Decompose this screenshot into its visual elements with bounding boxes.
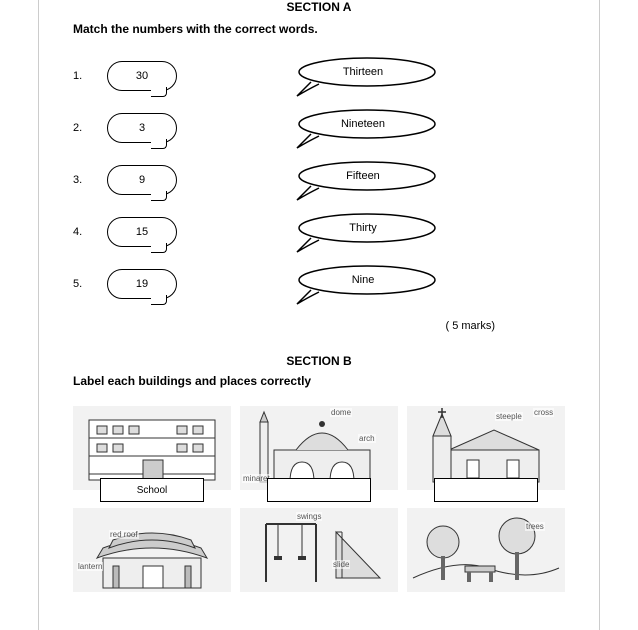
word-value: Thirteen: [293, 56, 433, 88]
match-row: 5. 19 Nine: [73, 258, 565, 310]
callout-label: dome: [330, 408, 352, 417]
word-bubble: Nineteen: [293, 108, 441, 150]
answer-box[interactable]: School: [100, 478, 204, 502]
callout-label: red roof: [109, 530, 139, 539]
callout-label: cross: [533, 408, 554, 417]
row-number: 5.: [73, 278, 97, 290]
number-bubble: 30: [107, 61, 177, 91]
buildings-grid: School dome arch minaret: [73, 406, 565, 592]
number-bubble: 19: [107, 269, 177, 299]
match-row: 1. 30 Thirteen: [73, 50, 565, 102]
bubble-tail-icon: [151, 295, 167, 305]
row-number: 1.: [73, 70, 97, 82]
answer-box[interactable]: [434, 478, 538, 502]
match-row: 2. 3 Nineteen: [73, 102, 565, 154]
callout-label: lantern: [77, 562, 103, 571]
callout-label: slide: [332, 560, 350, 569]
bubble-tail-icon: [151, 191, 167, 201]
bubble-tail-icon: [151, 243, 167, 253]
match-row: 3. 9 Fifteen: [73, 154, 565, 206]
word-value: Nine: [293, 264, 433, 296]
bubble-tail-icon: [151, 87, 167, 97]
row-number: 4.: [73, 226, 97, 238]
callout-label: steeple: [495, 412, 523, 421]
match-area: 1. 30 Thirteen 2. 3: [73, 50, 565, 310]
building-image: swings slide: [240, 508, 398, 592]
building-item: trees: [407, 508, 565, 592]
word-value: Nineteen: [293, 108, 433, 140]
temple-icon: [73, 508, 231, 592]
match-row: 4. 15 Thirty: [73, 206, 565, 258]
row-number: 3.: [73, 174, 97, 186]
callout-label: trees: [525, 522, 545, 531]
section-a-instruction: Match the numbers with the correct words…: [73, 22, 565, 36]
word-value: Thirty: [293, 212, 433, 244]
section-a-marks: ( 5 marks): [73, 320, 565, 332]
building-item: steeple cross: [407, 406, 565, 502]
building-image: red roof lantern: [73, 508, 231, 592]
building-item: swings slide: [240, 508, 398, 592]
row-number: 2.: [73, 122, 97, 134]
word-bubble: Fifteen: [293, 160, 441, 202]
section-b-instruction: Label each buildings and places correctl…: [73, 374, 565, 388]
word-bubble: Thirteen: [293, 56, 441, 98]
word-bubble: Nine: [293, 264, 441, 306]
building-image: trees: [407, 508, 565, 592]
number-bubble: 9: [107, 165, 177, 195]
number-bubble: 3: [107, 113, 177, 143]
worksheet-page: SECTION A Match the numbers with the cor…: [38, 0, 600, 630]
bubble-tail-icon: [151, 139, 167, 149]
building-item: dome arch minaret: [240, 406, 398, 502]
building-item: School: [73, 406, 231, 502]
answer-box[interactable]: [267, 478, 371, 502]
buildings-row: School dome arch minaret: [73, 406, 565, 502]
word-value: Fifteen: [293, 160, 433, 192]
park-icon: [407, 508, 565, 592]
buildings-row: red roof lantern swings: [73, 508, 565, 592]
section-b-title: SECTION B: [73, 354, 565, 368]
callout-label: swings: [296, 512, 322, 521]
word-bubble: Thirty: [293, 212, 441, 254]
section-a-title: SECTION A: [73, 0, 565, 14]
callout-label: arch: [358, 434, 376, 443]
number-bubble: 15: [107, 217, 177, 247]
building-item: red roof lantern: [73, 508, 231, 592]
